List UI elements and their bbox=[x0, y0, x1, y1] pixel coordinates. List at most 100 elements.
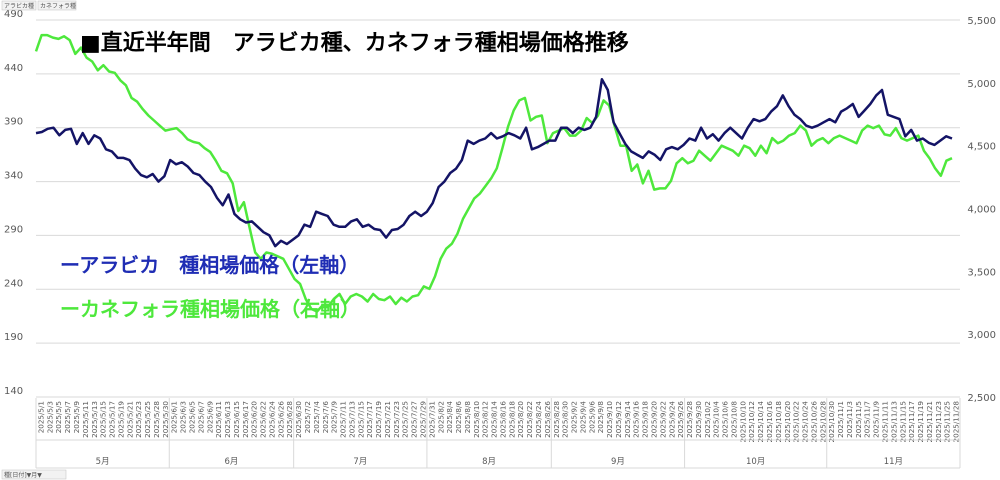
x-date-label: 2025/9/8 bbox=[596, 401, 605, 434]
x-date-label: 2025/6/7 bbox=[196, 401, 205, 433]
month-label: 9月 bbox=[611, 457, 625, 467]
x-date-label: 2025/5/17 bbox=[108, 401, 117, 438]
right-tick-label: 4,500 bbox=[967, 142, 996, 153]
bottom-chip-background[interactable] bbox=[1, 469, 67, 480]
x-date-label: 2025/7/2 bbox=[303, 401, 312, 433]
right-tick-label: 2,500 bbox=[967, 393, 996, 404]
x-date-label: 2025/8/4 bbox=[445, 401, 454, 434]
x-date-label: 2025/6/1 bbox=[170, 401, 179, 433]
x-date-label: 2025/7/4 bbox=[312, 401, 321, 434]
x-date-label: 2025/9/18 bbox=[641, 401, 650, 438]
chip-background[interactable] bbox=[37, 0, 77, 11]
x-date-label: 2025/10/30 bbox=[827, 401, 836, 443]
x-date-label: 2025/5/28 bbox=[152, 401, 161, 438]
x-date-label: 2025/11/28 bbox=[952, 401, 961, 443]
x-date-label: 2025/11/15 bbox=[898, 401, 907, 442]
x-date-label: 2025/9/20 bbox=[649, 401, 658, 438]
x-date-label: 2025/7/21 bbox=[383, 401, 392, 438]
bottom-filter-chip[interactable]: 種[日付]▼月▼ bbox=[1, 469, 67, 480]
month-label: 8月 bbox=[482, 457, 496, 467]
left-tick-label: 240 bbox=[4, 278, 23, 289]
x-date-label: 2025/11/11 bbox=[880, 401, 889, 442]
x-date-label: 2025/8/16 bbox=[498, 401, 507, 438]
x-date-label: 2025/6/30 bbox=[294, 401, 303, 438]
x-date-label: 2025/10/4 bbox=[712, 401, 721, 438]
x-date-label: 2025/7/23 bbox=[392, 401, 401, 438]
left-tick-label: 340 bbox=[4, 171, 23, 182]
x-date-label: 2025/10/26 bbox=[809, 401, 818, 443]
x-date-label: 2025/5/3 bbox=[45, 401, 54, 433]
x-date-label: 2025/11/9 bbox=[872, 401, 881, 438]
month-label: 10月 bbox=[746, 457, 765, 467]
left-tick-label: 140 bbox=[4, 386, 23, 397]
x-date-label: 2025/6/20 bbox=[250, 401, 259, 438]
x-date-label: 2025/9/26 bbox=[676, 401, 685, 438]
x-date-label: 2025/8/28 bbox=[552, 401, 561, 438]
x-date-label: 2025/11/7 bbox=[863, 401, 872, 438]
x-date-label: 2025/10/18 bbox=[774, 401, 783, 443]
x-date-label: 2025/7/17 bbox=[365, 401, 374, 438]
x-date-label: 2025/6/17 bbox=[241, 401, 250, 438]
x-date-label: 2025/11/21 bbox=[925, 401, 934, 442]
x-date-label: 2025/10/8 bbox=[729, 401, 738, 438]
x-date-label: 2025/9/14 bbox=[623, 401, 632, 438]
x-date-label: 2025/6/3 bbox=[179, 401, 188, 433]
x-date-label: 2025/5/1 bbox=[36, 401, 45, 433]
x-date-label: 2025/9/16 bbox=[632, 401, 641, 438]
x-date-label: 2025/10/6 bbox=[721, 401, 730, 438]
x-date-label: 2025/9/24 bbox=[667, 401, 676, 438]
x-date-label: 2025/9/2 bbox=[570, 401, 579, 433]
x-date-label: 2025/9/6 bbox=[587, 401, 596, 434]
x-date-label: 2025/10/16 bbox=[765, 401, 774, 443]
x-date-label: 2025/7/6 bbox=[321, 401, 330, 434]
x-date-label: 2025/8/20 bbox=[516, 401, 525, 438]
x-date-label: 2025/6/5 bbox=[187, 401, 196, 433]
x-date-label: 2025/10/14 bbox=[756, 401, 765, 443]
right-tick-label: 5,000 bbox=[967, 79, 996, 90]
right-tick-label: 3,500 bbox=[967, 267, 996, 278]
x-date-label: 2025/7/9 bbox=[330, 401, 339, 434]
chip-arabica[interactable]: アラビカ種 bbox=[4, 2, 34, 10]
x-date-label: 2025/5/5 bbox=[54, 401, 63, 433]
right-tick-label: 4,000 bbox=[967, 205, 996, 216]
right-tick-label: 5,500 bbox=[967, 16, 996, 27]
x-date-label: 2025/5/7 bbox=[63, 401, 72, 433]
x-date-label: 2025/5/19 bbox=[116, 401, 125, 438]
x-date-label: 2025/5/23 bbox=[134, 401, 143, 438]
x-date-label: 2025/7/29 bbox=[418, 401, 427, 438]
x-date-label: 2025/10/20 bbox=[783, 401, 792, 443]
x-date-label: 2025/8/14 bbox=[490, 401, 499, 438]
x-date-label: 2025/5/9 bbox=[72, 401, 81, 434]
x-date-label: 2025/8/18 bbox=[507, 401, 516, 438]
x-date-label: 2025/8/10 bbox=[472, 401, 481, 438]
x-date-label: 2025/5/13 bbox=[90, 401, 99, 438]
x-date-label: 2025/7/13 bbox=[347, 401, 356, 438]
x-date-label: 2025/8/26 bbox=[543, 401, 552, 438]
x-date-label: 2025/11/17 bbox=[907, 401, 916, 442]
chip-canephora[interactable]: カネフォラ種 bbox=[40, 2, 76, 10]
series-lines bbox=[34, 33, 953, 313]
chip-background[interactable] bbox=[1, 0, 37, 11]
x-date-label: 2025/8/24 bbox=[534, 401, 543, 438]
left-tick-label: 290 bbox=[4, 224, 23, 235]
x-date-label: 2025/5/21 bbox=[125, 401, 134, 438]
x-date-label: 2025/11/3 bbox=[845, 401, 854, 438]
gridlines bbox=[36, 19, 960, 398]
x-date-label: 2025/10/2 bbox=[703, 401, 712, 438]
x-date-label: 2025/6/11 bbox=[214, 401, 223, 438]
x-date-label: 2025/9/4 bbox=[578, 401, 587, 434]
left-tick-label: 390 bbox=[4, 117, 23, 128]
toolbar-chips[interactable]: アラビカ種 カネフォラ種 bbox=[1, 0, 77, 11]
x-date-label: 2025/10/12 bbox=[747, 401, 756, 442]
x-date-label: 2025/11/23 bbox=[934, 401, 943, 442]
x-date-label: 2025/6/9 bbox=[205, 401, 214, 434]
month-label: 6月 bbox=[225, 457, 239, 467]
x-date-label: 2025/7/11 bbox=[339, 401, 348, 438]
x-date-label: 2025/7/15 bbox=[356, 401, 365, 438]
left-axis: 140 190 240 290 340 390 440 490 bbox=[4, 9, 23, 397]
bottom-chip-label[interactable]: 種[日付]▼月▼ bbox=[4, 471, 42, 479]
x-date-label: 2025/7/31 bbox=[427, 401, 436, 438]
x-date-label: 2025/8/2 bbox=[436, 401, 445, 433]
